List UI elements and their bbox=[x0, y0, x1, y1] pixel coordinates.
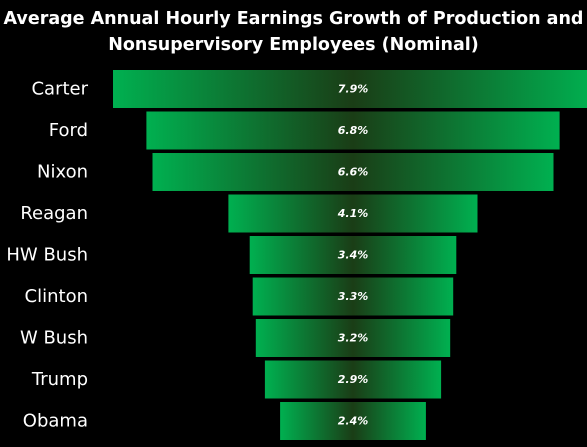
bar-ford bbox=[146, 111, 560, 150]
category-label: Clinton bbox=[25, 286, 88, 307]
bar-trump bbox=[264, 360, 442, 399]
value-label: 3.2% bbox=[338, 332, 369, 345]
bar-hw-bush bbox=[249, 236, 457, 274]
category-label: Ford bbox=[49, 120, 88, 141]
bar-nixon bbox=[152, 153, 554, 191]
category-label: Carter bbox=[31, 79, 88, 100]
bar-obama bbox=[280, 402, 426, 440]
value-label: 6.8% bbox=[338, 124, 369, 137]
category-label: Trump bbox=[31, 369, 88, 390]
bar-carter bbox=[113, 70, 587, 108]
bar-reagan bbox=[228, 194, 478, 233]
category-label: HW Bush bbox=[6, 245, 88, 266]
value-label: 2.4% bbox=[338, 415, 369, 428]
value-label: 7.9% bbox=[338, 83, 369, 96]
category-label: Nixon bbox=[37, 162, 88, 183]
category-label: Obama bbox=[23, 411, 88, 432]
chart-title: Average Annual Hourly Earnings Growth of… bbox=[3, 9, 584, 55]
value-label: 3.3% bbox=[338, 290, 369, 303]
value-label: 2.9% bbox=[338, 373, 369, 386]
value-label: 6.6% bbox=[338, 166, 369, 179]
bar-clinton bbox=[252, 277, 454, 316]
category-label: Reagan bbox=[20, 203, 88, 224]
value-label: 4.1% bbox=[337, 207, 369, 220]
value-label: 3.4% bbox=[338, 249, 369, 262]
bar-w-bush bbox=[255, 319, 451, 357]
category-label: W Bush bbox=[20, 328, 88, 349]
